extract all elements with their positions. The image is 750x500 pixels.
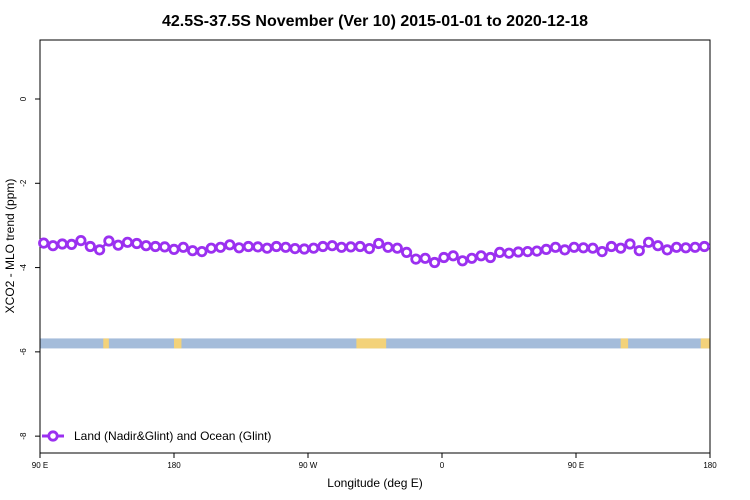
data-point <box>47 240 59 252</box>
data-point <box>559 244 571 256</box>
x-axis: 90 E 180 90 W 0 90 E 180 <box>32 453 717 470</box>
data-point <box>214 241 227 253</box>
data-point <box>335 241 348 253</box>
data-point <box>289 243 301 255</box>
data-point <box>512 246 524 258</box>
land-segment <box>174 338 182 349</box>
x-tick-label: 90 E <box>568 461 584 470</box>
data-point <box>261 242 273 254</box>
land-segment <box>103 338 109 349</box>
legend-marker <box>47 430 59 442</box>
data-point <box>252 241 264 253</box>
x-tick-label: 180 <box>167 461 181 470</box>
legend-entry: Land (Nadir&Glint) and Ocean (Glint) <box>74 429 271 443</box>
x-axis-title: Longitude (deg E) <box>327 476 422 490</box>
data-point <box>94 244 106 256</box>
y-tick-label: -6 <box>19 348 28 356</box>
data-point <box>354 240 366 253</box>
data-point <box>280 241 292 253</box>
data-point <box>540 243 552 255</box>
x-tick-label: 0 <box>440 461 445 470</box>
surface-band <box>40 338 710 349</box>
data-point <box>242 240 254 253</box>
data-point <box>112 239 124 251</box>
land-segment <box>700 338 710 349</box>
data-point <box>624 238 636 250</box>
land-segment <box>620 338 629 349</box>
data-point <box>196 246 208 258</box>
data-point <box>484 251 496 264</box>
data-point <box>103 235 115 247</box>
data-point <box>363 243 375 255</box>
data-point <box>84 240 96 253</box>
data-point <box>56 238 68 250</box>
data-point <box>270 240 282 253</box>
data-point <box>531 245 543 257</box>
y-axis-title: XCO2 - MLO trend (ppm) <box>3 179 17 314</box>
data-point <box>466 252 478 264</box>
data-point <box>140 240 152 252</box>
data-point <box>307 242 320 254</box>
data-point <box>326 240 338 252</box>
y-tick-label: 0 <box>19 96 28 101</box>
data-point <box>38 237 50 249</box>
data-point <box>670 241 683 253</box>
data-point <box>456 255 469 267</box>
data-point <box>447 250 459 262</box>
data-point <box>596 246 608 258</box>
data-point <box>205 242 217 254</box>
data-point <box>568 241 580 253</box>
data-point <box>503 247 515 259</box>
data-point <box>549 241 562 253</box>
data-point <box>373 237 385 250</box>
series-layer <box>38 235 711 269</box>
x-tick-label: 180 <box>703 461 717 470</box>
data-point <box>410 253 422 265</box>
y-tick-label: -2 <box>19 179 28 187</box>
data-point <box>642 236 655 248</box>
data-point <box>419 252 431 264</box>
data-point <box>615 242 627 254</box>
data-point <box>345 241 357 253</box>
data-point <box>298 243 310 255</box>
land-segment <box>356 338 387 349</box>
data-point <box>689 241 701 253</box>
data-point <box>66 238 78 250</box>
data-point <box>661 244 673 256</box>
y-axis: 0 -2 -4 -6 -8 <box>19 96 40 440</box>
data-point <box>382 241 394 253</box>
data-point <box>317 240 329 253</box>
data-point <box>400 246 413 258</box>
chart-title: 42.5S-37.5S November (Ver 10) 2015-01-01… <box>162 13 588 30</box>
data-point <box>159 241 171 253</box>
data-point <box>633 245 645 257</box>
x-tick-label: 90 E <box>32 461 48 470</box>
data-point <box>521 246 534 258</box>
legend: Land (Nadir&Glint) and Ocean (Glint) <box>42 429 271 443</box>
data-point <box>698 240 711 253</box>
data-point <box>187 245 199 257</box>
y-tick-label: -8 <box>19 432 28 440</box>
data-point <box>577 242 590 254</box>
data-point <box>233 242 245 254</box>
data-point <box>177 241 189 253</box>
data-point <box>391 242 403 254</box>
data-point <box>605 240 618 253</box>
data-point <box>428 256 441 269</box>
data-point <box>494 246 506 258</box>
data-point <box>438 251 450 264</box>
data-point <box>131 237 143 250</box>
x-tick-label: 90 W <box>299 461 318 470</box>
data-point <box>652 240 664 252</box>
data-point <box>75 235 87 247</box>
data-point <box>121 236 134 248</box>
data-point <box>475 250 487 262</box>
data-point <box>149 240 161 253</box>
data-point <box>168 243 180 255</box>
data-point <box>224 239 236 251</box>
data-point <box>587 242 599 254</box>
data-point <box>680 242 692 254</box>
y-tick-label: -4 <box>19 263 28 271</box>
